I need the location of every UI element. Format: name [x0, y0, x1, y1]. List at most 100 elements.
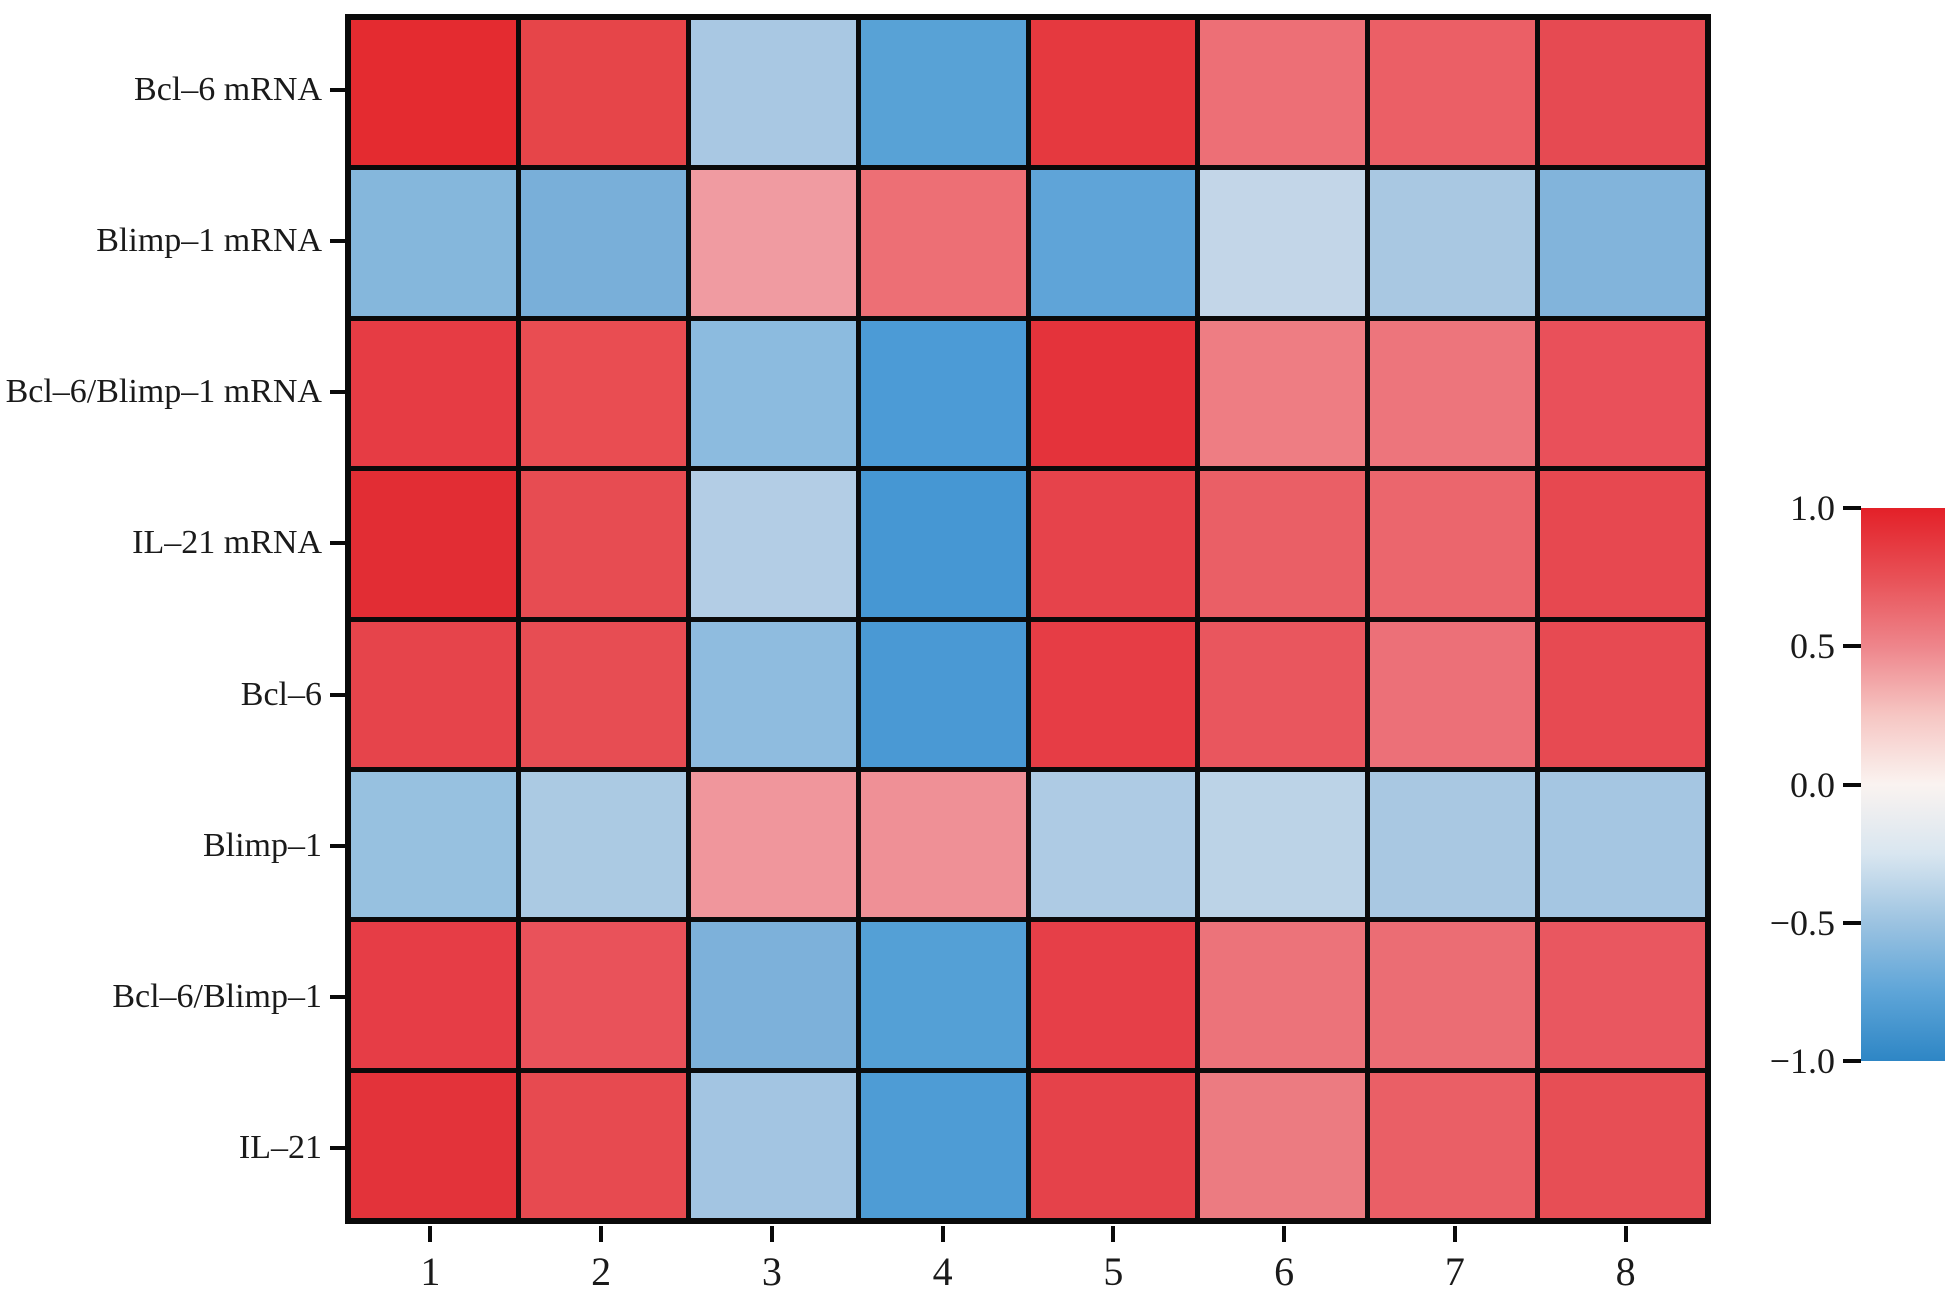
heatmap-cell: [1030, 471, 1196, 617]
colorbar-tick-label: −0.5: [1769, 902, 1835, 943]
col-label: 5: [1103, 1249, 1124, 1294]
col-label: 4: [932, 1249, 953, 1294]
heatmap-cell: [860, 471, 1026, 617]
colorbar-tick-label: 1.0: [1790, 488, 1835, 528]
heatmap-cell: [1200, 170, 1366, 316]
heatmap-cell: [860, 621, 1026, 767]
heatmap-cell: [520, 20, 686, 166]
heatmap-cell: [1540, 771, 1705, 918]
colorbar-tick: [1843, 920, 1861, 925]
colorbar-tick: [1843, 1059, 1861, 1063]
heatmap-cell: [1540, 170, 1705, 316]
heatmap-cell: [1370, 170, 1536, 316]
heatmap-cell: [520, 922, 686, 1068]
heatmap-cell: [1200, 771, 1366, 918]
heatmap-cell: [860, 20, 1026, 166]
heatmap-cell: [860, 1072, 1026, 1218]
heatmap-cell: [1200, 471, 1366, 617]
x-axis-tick: [1111, 1226, 1116, 1242]
row-label: IL–21 mRNA: [132, 524, 322, 562]
heatmap-cell: [1200, 20, 1366, 166]
heatmap-cell: [1030, 771, 1196, 918]
colorbar-tick-label: −1.0: [1769, 1041, 1835, 1081]
colorbar-tick-label: 0.5: [1790, 626, 1835, 667]
col-label: 8: [1615, 1249, 1636, 1294]
x-axis-tick: [1452, 1226, 1457, 1242]
heatmap-cell: [351, 621, 516, 767]
heatmap-cell: [690, 621, 856, 767]
heatmap-cell: [690, 20, 856, 166]
y-axis-tick: [330, 390, 345, 395]
x-axis-tick: [1623, 1226, 1628, 1242]
heatmap-cell: [1370, 471, 1536, 617]
x-axis-tick: [428, 1226, 433, 1242]
heatmap-grid: [345, 14, 1711, 1224]
heatmap-cell: [1030, 922, 1196, 1068]
row-label: Bcl–6: [240, 675, 322, 713]
row-label: Bcl–6 mRNA: [134, 70, 322, 108]
heatmap-cell: [1030, 20, 1196, 166]
heatmap-cell: [690, 320, 856, 467]
colorbar-tick: [1843, 506, 1861, 510]
heatmap-cell: [520, 170, 686, 316]
col-label: 7: [1444, 1249, 1465, 1294]
y-axis-tick: [330, 995, 345, 1000]
heatmap-cell: [1370, 621, 1536, 767]
heatmap-cell: [520, 771, 686, 918]
heatmap-cell: [1200, 621, 1366, 767]
heatmap-cell: [1200, 922, 1366, 1068]
heatmap-cell: [690, 1072, 856, 1218]
y-axis-tick: [330, 692, 345, 697]
heatmap-cell: [351, 20, 516, 166]
colorbar-tick-label: 0.0: [1790, 764, 1835, 805]
heatmap-cell: [860, 170, 1026, 316]
x-axis-tick: [769, 1226, 774, 1242]
heatmap-cell: [1370, 20, 1536, 166]
y-axis-tick: [330, 1146, 345, 1151]
heatmap-cell: [860, 922, 1026, 1068]
y-axis-tick: [330, 238, 345, 243]
heatmap-cell: [1200, 1072, 1366, 1218]
heatmap-cell: [1540, 1072, 1705, 1218]
row-label: IL–21: [238, 1129, 322, 1167]
heatmap-cell: [1030, 170, 1196, 316]
y-axis-tick: [330, 87, 345, 92]
heatmap-cell: [690, 170, 856, 316]
heatmap-cell: [351, 1072, 516, 1218]
col-label: 1: [420, 1249, 441, 1294]
colorbar-tick: [1843, 644, 1861, 649]
col-label: 6: [1274, 1249, 1295, 1294]
heatmap-cell: [351, 922, 516, 1068]
x-axis-tick: [1282, 1226, 1287, 1242]
heatmap-cell: [1540, 471, 1705, 617]
heatmap-cell: [1540, 320, 1705, 467]
row-label: Bcl–6/Blimp–1 mRNA: [5, 373, 322, 411]
heatmap-cell: [351, 320, 516, 467]
colorbar-tick: [1843, 782, 1861, 787]
heatmap-cell: [690, 471, 856, 617]
heatmap-cell: [520, 621, 686, 767]
heatmap-cell: [1370, 320, 1536, 467]
heatmap-cell: [1540, 621, 1705, 767]
heatmap-cell: [1030, 1072, 1196, 1218]
col-label: 2: [591, 1249, 612, 1294]
heatmap-cell: [1370, 771, 1536, 918]
heatmap-cell: [1030, 320, 1196, 467]
heatmap-cell: [1030, 621, 1196, 767]
heatmap-cell: [351, 471, 516, 617]
heatmap-cell: [520, 1072, 686, 1218]
row-label: Blimp–1 mRNA: [96, 221, 322, 259]
heatmap-cell: [520, 471, 686, 617]
heatmap-cell: [1540, 922, 1705, 1068]
colorbar: [1861, 508, 1945, 1061]
heatmap-cell: [690, 771, 856, 918]
x-axis-tick: [940, 1226, 945, 1242]
heatmap-cell: [860, 320, 1026, 467]
heatmap-cell: [351, 771, 516, 918]
heatmap-cell: [1370, 922, 1536, 1068]
heatmap-cell: [520, 320, 686, 467]
heatmap-cell: [1370, 1072, 1536, 1218]
col-label: 3: [761, 1249, 782, 1294]
y-axis-tick: [330, 843, 345, 848]
